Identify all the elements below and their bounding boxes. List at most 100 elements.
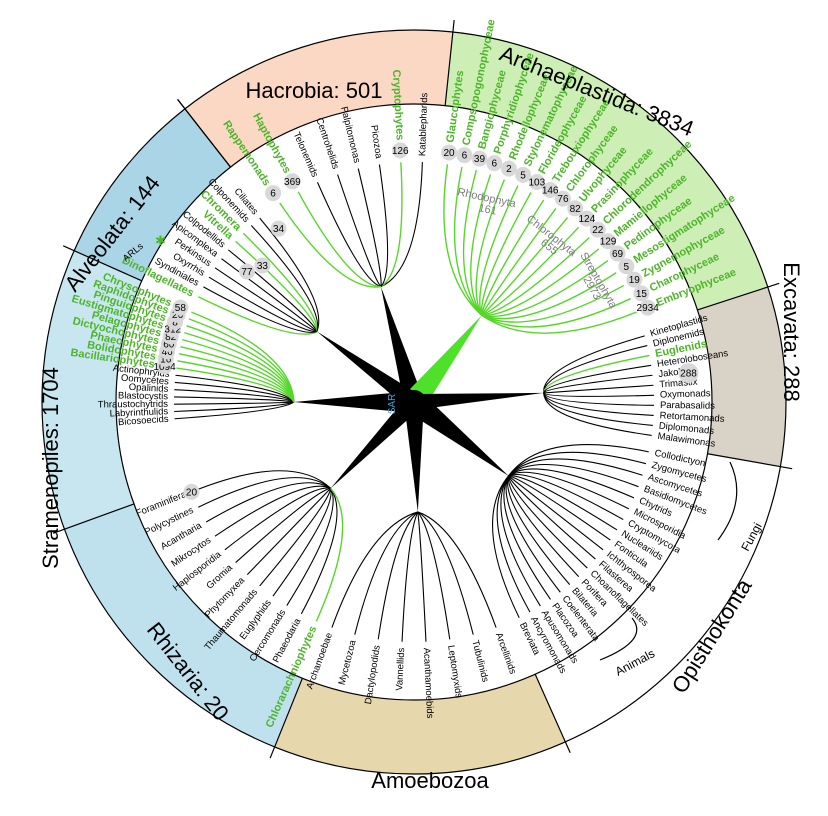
branch: [543, 345, 648, 393]
branch: [508, 444, 649, 477]
branch: [508, 475, 596, 560]
branch: [481, 272, 617, 320]
count-badge: [542, 181, 559, 198]
branch: [481, 226, 580, 316]
count-badge: [528, 173, 545, 190]
taxon-label: Labyrinthulids: [109, 406, 168, 419]
taxon-label: Diplomonads: [658, 421, 715, 437]
count-badge: [589, 221, 606, 238]
branch: [259, 217, 320, 332]
branch: [543, 392, 654, 397]
count-badge: [633, 285, 650, 302]
taxon-label: Cryptophytes: [390, 69, 406, 140]
branch: [481, 217, 569, 316]
trunk-alveolata: [316, 331, 420, 410]
root-node: [402, 390, 426, 414]
taxon-label: Retortamonads: [659, 410, 725, 425]
sector-divider: [52, 503, 135, 534]
trunk-rhizaria: [330, 395, 421, 489]
sector-hacrobia: [184, 30, 453, 168]
count-badge: [554, 190, 571, 207]
taxon-label: Parabasalids: [660, 400, 715, 412]
branch: [543, 392, 654, 406]
branch: [250, 225, 319, 332]
count-badge: [486, 155, 503, 172]
sector-divider: [534, 673, 571, 754]
branch: [380, 162, 423, 288]
branch: [543, 392, 654, 416]
branch: [508, 475, 618, 531]
count-label: 5: [520, 170, 526, 181]
branch: [198, 477, 331, 508]
branch: [543, 374, 653, 394]
label-stramenopiles: Stramenopiles: 1704: [38, 367, 63, 569]
sector-archaeplastida: [445, 32, 768, 310]
count-label: 26: [172, 310, 184, 321]
branch: [174, 401, 295, 413]
taxon-label: Mycetozoa: [337, 638, 359, 686]
apicomplexa-star: ✱: [155, 234, 166, 249]
branch: [224, 487, 331, 551]
taxon-label: Tubulinids: [469, 639, 490, 684]
count-label: 8: [172, 317, 178, 328]
count-label: 39: [474, 154, 486, 165]
branch: [508, 458, 643, 477]
branch: [175, 374, 295, 403]
count-badge: [626, 271, 643, 288]
count-label: 6: [270, 189, 276, 200]
taxon-label: Picozoa: [368, 124, 384, 160]
taxon-label: Palpitomonas: [338, 105, 362, 164]
count-label: 2934: [637, 303, 660, 314]
taxon-label: Leptomyxids: [445, 644, 464, 699]
sector-stramenopiles: [42, 250, 142, 530]
branch: [182, 338, 295, 403]
count-badge: [471, 150, 488, 167]
branch: [235, 487, 331, 563]
branch: [481, 311, 637, 334]
count-label: 82: [570, 204, 582, 215]
count-label: 16: [160, 354, 172, 365]
sector-excavata: [697, 287, 786, 467]
branch: [543, 335, 645, 393]
count-badge: [456, 147, 473, 164]
count-label: 146: [542, 185, 559, 196]
branch: [543, 392, 652, 436]
count-label: 124: [578, 214, 595, 225]
ring-outlines: [41, 20, 793, 775]
taxon-label: Bicosoecids: [118, 414, 170, 429]
branch: [417, 511, 427, 642]
branch: [443, 164, 483, 316]
count-badge: [600, 233, 617, 250]
tree-branches: [174, 162, 654, 642]
branch: [174, 401, 295, 420]
count-badge: [441, 144, 458, 161]
sector-divider: [269, 678, 303, 759]
trunk-hacrobia: [380, 286, 424, 405]
branch: [174, 381, 295, 403]
count-label: 103: [529, 177, 546, 188]
taxon-label: Telonemids: [291, 131, 320, 180]
count-label: 46: [162, 347, 174, 358]
count-badge: [639, 299, 656, 316]
branch: [470, 174, 492, 316]
branch: [297, 191, 381, 288]
branch: [505, 475, 561, 593]
trunk-stramenopiles: [294, 391, 414, 413]
count-badge: [567, 200, 584, 217]
count-badge: [500, 160, 517, 177]
branch: [279, 202, 382, 288]
branch: [479, 185, 519, 316]
supergroup-sectors: [42, 30, 786, 775]
branch: [481, 248, 600, 317]
count-label: 76: [557, 194, 569, 205]
count-badge: [172, 299, 189, 316]
branch: [378, 164, 389, 288]
taxon-label: Oxymonads: [660, 388, 711, 400]
branch: [481, 199, 545, 316]
excavata-count: 288: [680, 369, 697, 380]
branch: [543, 364, 652, 394]
branch: [177, 360, 295, 403]
sector-divider: [697, 282, 780, 311]
count-badge: [284, 173, 301, 190]
